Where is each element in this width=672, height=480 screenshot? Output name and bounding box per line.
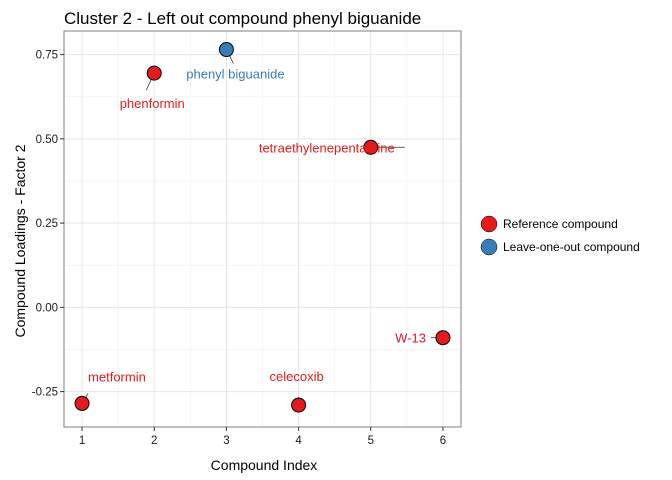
y-tick-label: 0.75 <box>36 50 58 62</box>
y-tick-label: 0.50 <box>36 134 58 146</box>
legend-label: Leave-one-out compound <box>503 240 640 254</box>
data-point <box>146 65 162 81</box>
point-label: phenformin <box>120 96 185 111</box>
y-tick-label: -0.25 <box>32 387 58 399</box>
y-tick-label: 0.25 <box>36 218 58 230</box>
point-label: celecoxib <box>269 369 323 384</box>
point-label: W-13 <box>395 331 426 346</box>
legend-label: Reference compound <box>503 217 618 231</box>
point-label: phenyl biguanide <box>186 67 284 82</box>
y-tick-label: 0.00 <box>36 302 58 314</box>
x-tick-label: 5 <box>368 435 374 447</box>
x-tick-label: 2 <box>151 435 157 447</box>
x-tick-label: 3 <box>223 435 229 447</box>
data-point <box>363 139 379 155</box>
x-tick-label: 4 <box>295 435 302 447</box>
point-label: metformin <box>88 369 146 384</box>
y-axis-title: Compound Loadings - Factor 2 <box>12 144 28 337</box>
chart-title: Cluster 2 - Left out compound phenyl big… <box>64 9 421 28</box>
data-point <box>435 330 451 346</box>
legend-key <box>480 238 498 256</box>
legend: Reference compound Leave-one-out compound <box>480 215 640 256</box>
legend-key <box>480 215 498 233</box>
axes: 1 2 3 4 5 6 -0.25 0.00 0.25 0.50 0.75 <box>32 50 446 447</box>
data-point <box>74 395 90 411</box>
x-tick-label: 6 <box>440 435 446 447</box>
x-axis-title: Compound Index <box>211 457 318 473</box>
data-point <box>291 397 307 413</box>
data-point <box>218 42 234 58</box>
x-tick-label: 1 <box>79 435 85 447</box>
panel-border <box>63 30 462 428</box>
point-label: tetraethylenepentamine <box>259 140 395 155</box>
plot-panel <box>63 30 462 428</box>
